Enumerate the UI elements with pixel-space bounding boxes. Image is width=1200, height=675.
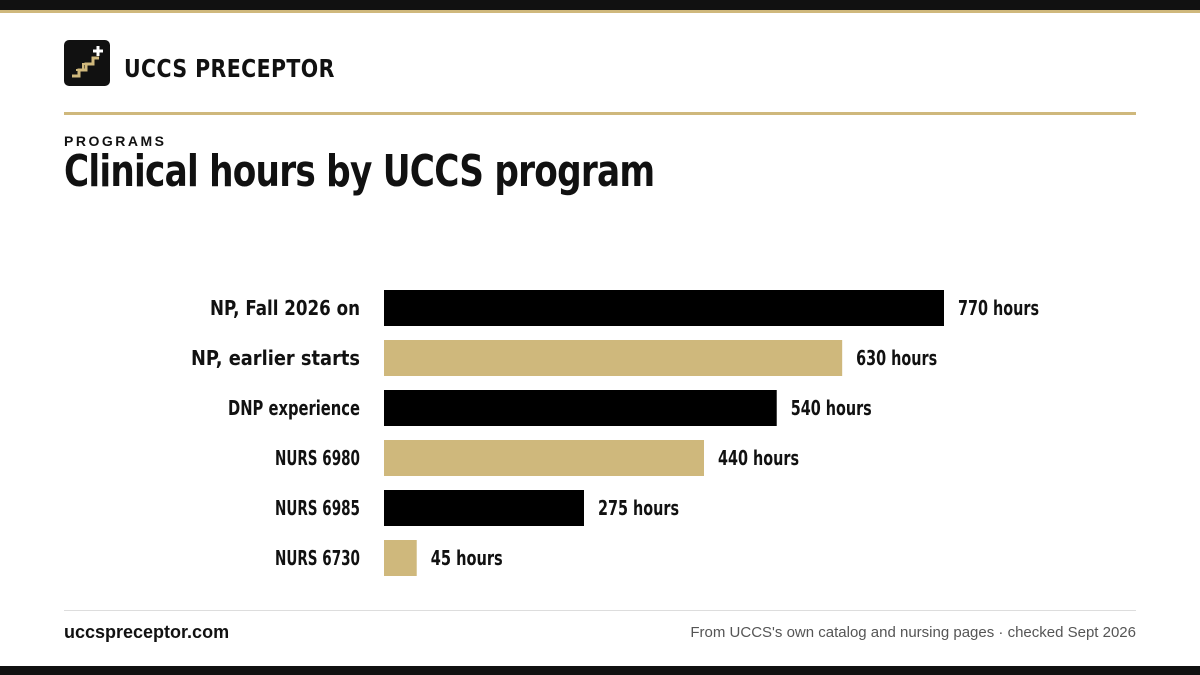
category-label: NP, Fall 2026 on (210, 296, 360, 320)
value-label: 630 hours (856, 346, 937, 370)
bar (384, 290, 944, 326)
bottom-bar (0, 666, 1200, 675)
bar (384, 390, 777, 426)
value-label: 275 hours (598, 496, 679, 520)
bar (384, 490, 584, 526)
bar (384, 340, 843, 376)
bar (384, 540, 417, 576)
footer-divider (64, 610, 1136, 611)
category-label: NURS 6985 (275, 496, 360, 520)
category-label: NURS 6980 (275, 446, 360, 470)
stairs-plus-icon (64, 40, 110, 86)
category-label: NP, earlier starts (191, 346, 360, 370)
value-label: 540 hours (791, 396, 872, 420)
category-label: NURS 6730 (275, 546, 360, 570)
brand-name: UCCS PRECEPTOR (124, 54, 335, 83)
category-label: DNP experience (228, 396, 360, 420)
site-url: uccspreceptor.com (64, 622, 230, 642)
top-bar (0, 0, 1200, 10)
header-divider (64, 112, 1136, 115)
top-gold-stripe (0, 10, 1200, 13)
section-eyebrow: PROGRAMS (64, 133, 167, 149)
value-label: 770 hours (958, 296, 1039, 320)
bar (384, 440, 704, 476)
bar-chart: NP, Fall 2026 on 770 hours NP, earlier sta… (191, 290, 1039, 576)
value-label: 440 hours (718, 446, 799, 470)
page-title: Clinical hours by UCCS program (64, 146, 655, 197)
value-label: 45 hours (431, 546, 503, 570)
source-note: From UCCS's own catalog and nursing page… (690, 624, 1136, 641)
